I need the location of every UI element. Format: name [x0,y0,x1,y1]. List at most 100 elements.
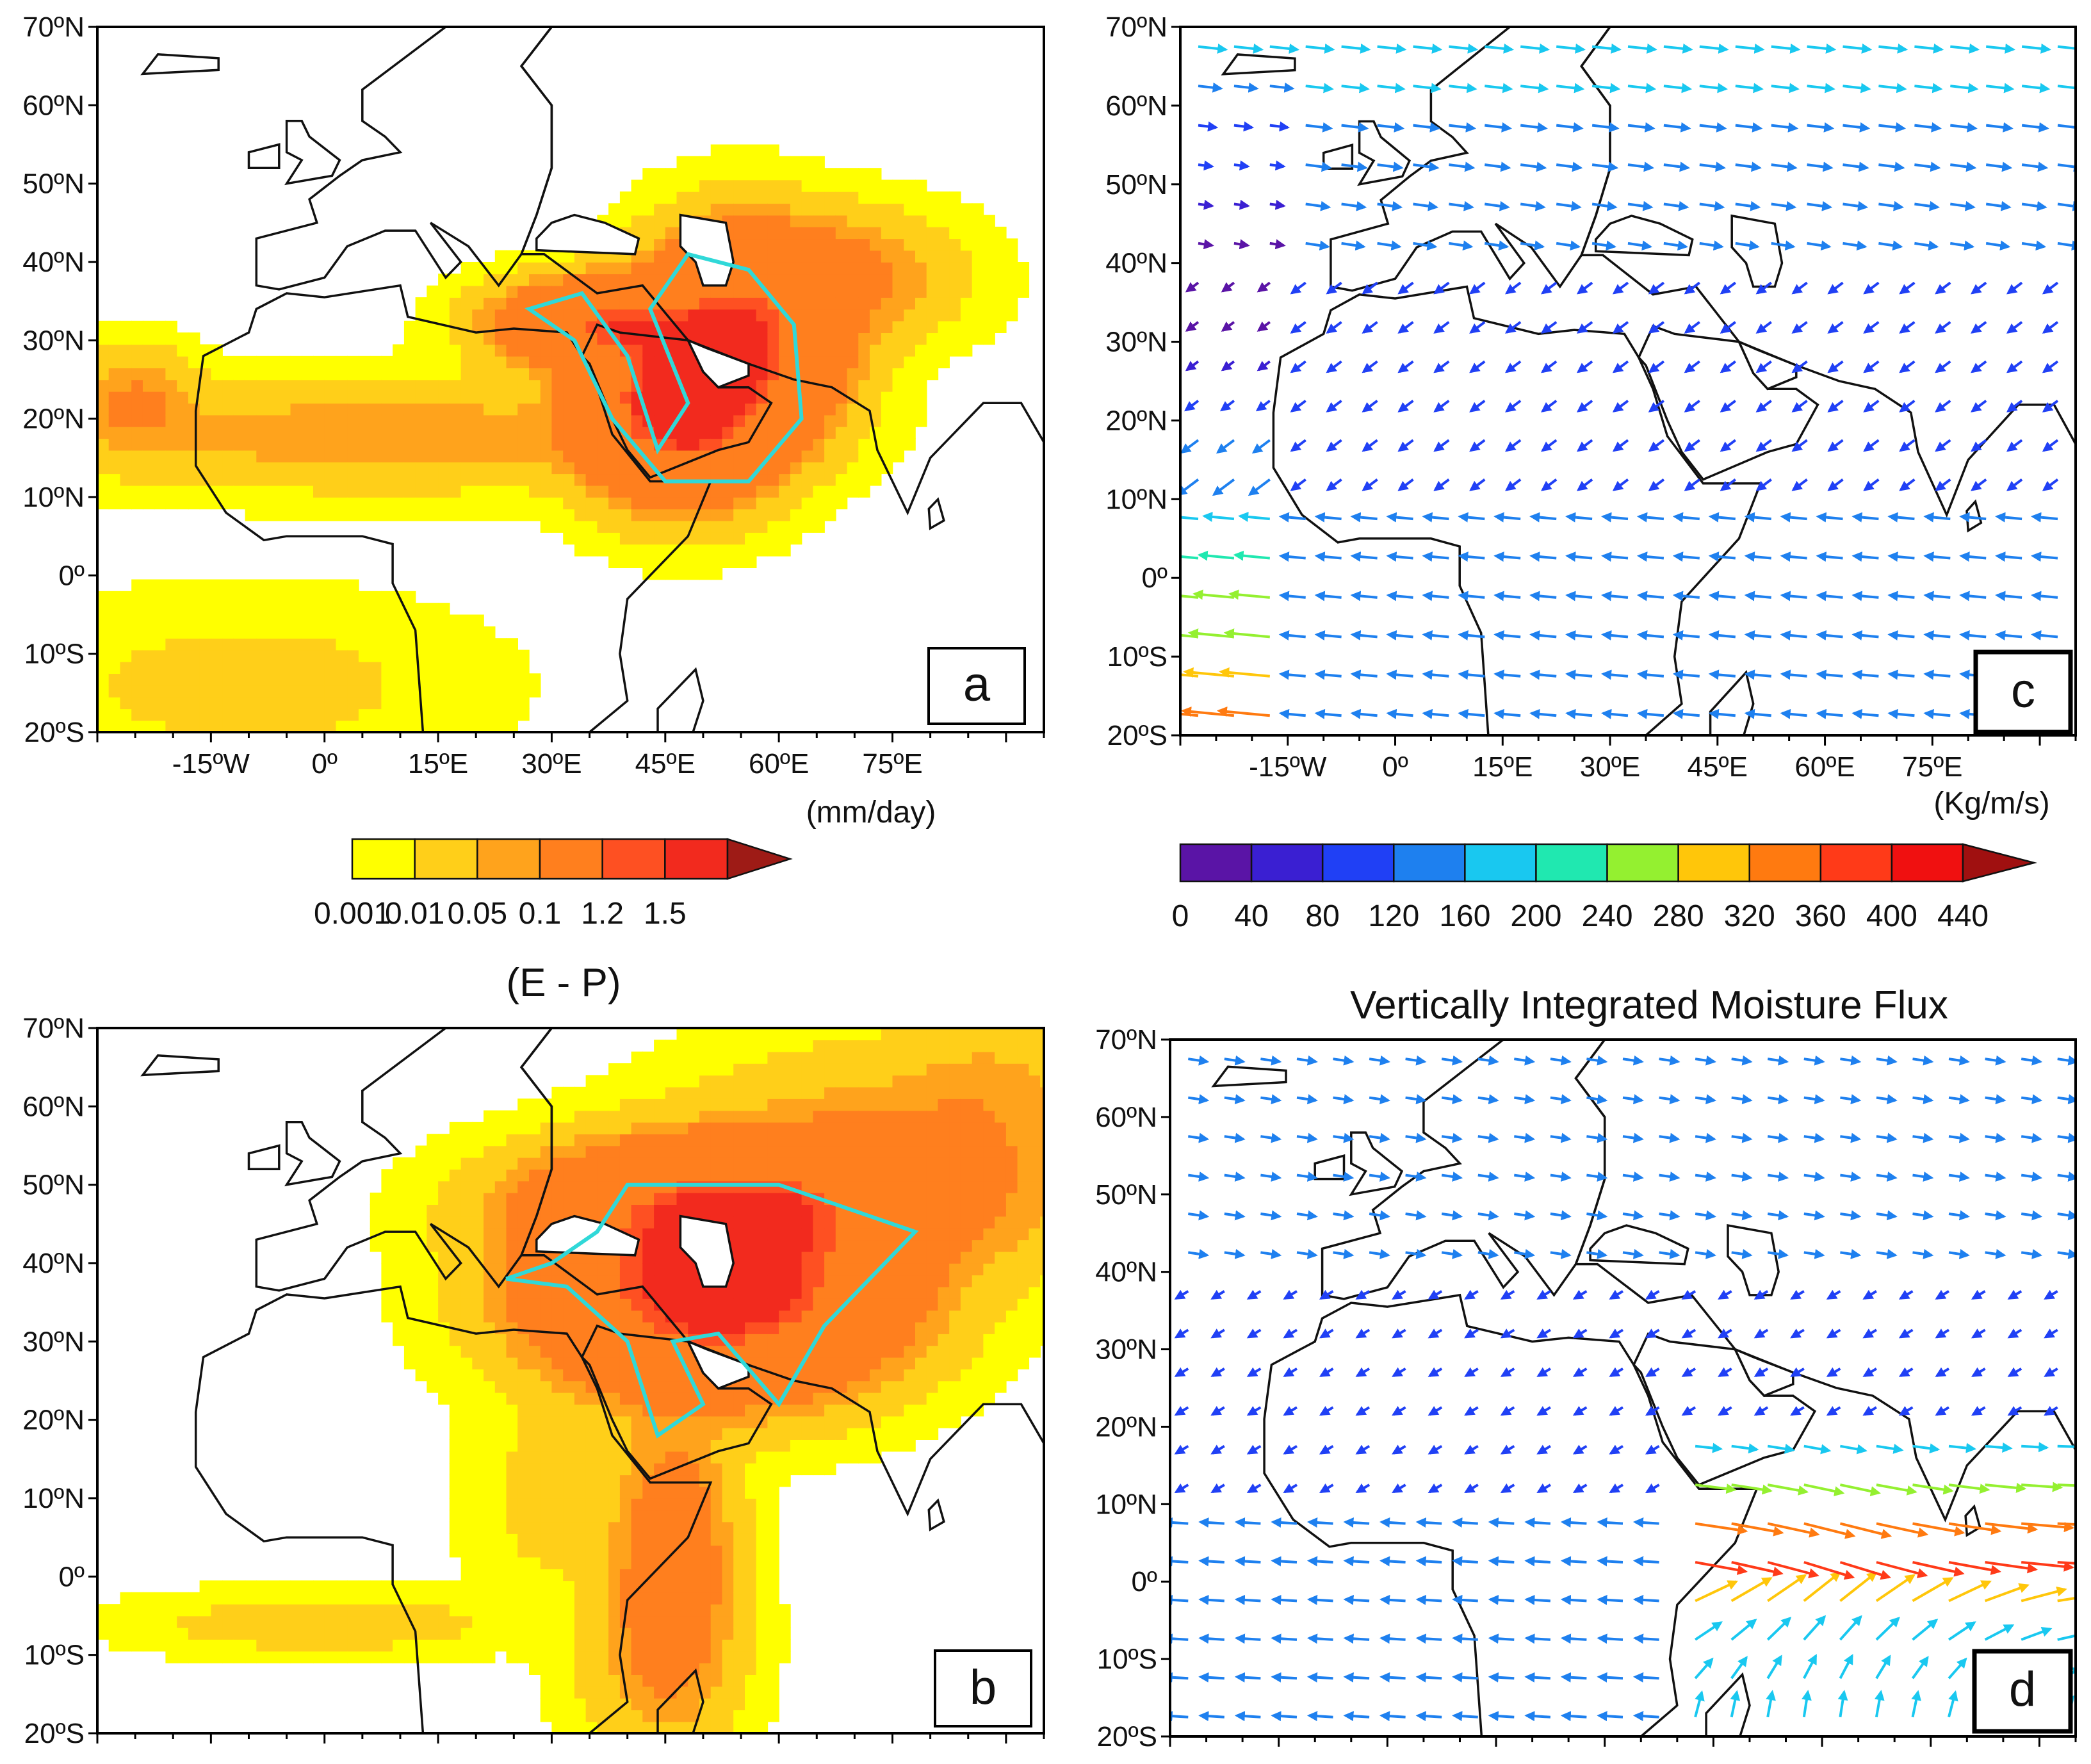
flux-vector [1541,281,1558,295]
colorbar-swatch [1606,843,1679,883]
flux-vector [1271,1672,1298,1683]
flux-vector [1319,1444,1334,1455]
flux-vector [1520,200,1546,211]
flux-vector [1609,1444,1624,1455]
flux-vector [1912,1619,1939,1641]
flux-vector [1985,1522,2038,1534]
flux-vector [1355,1444,1371,1455]
lat-tick-label: 0º [1131,1566,1157,1597]
coastline-iceland [1221,53,1296,76]
flux-vector [1319,1328,1334,1339]
flux-vector [1255,400,1271,412]
flux-vector [1188,1172,1210,1182]
flux-vector [1234,1556,1261,1567]
lon-tick-label: 0º [311,748,338,780]
flux-vector [1488,1556,1515,1567]
flux-vector [1422,551,1449,562]
flux-vector [1514,1132,1536,1143]
flux-vector [1755,360,1772,373]
colorbar-label: 440 [1937,899,1989,933]
lat-tick-label: 40ºN [22,247,85,278]
flux-vector [2006,439,2023,452]
flux-vector [1305,240,1330,251]
flux-vector [1296,1094,1318,1105]
flux-vector [1188,1094,1210,1105]
sea-caspian [679,213,735,287]
flux-vector [1840,1132,1862,1143]
flux-vector [1645,1406,1660,1416]
flux-vector [1233,160,1250,171]
flux-vector [1612,478,1629,491]
lat-tick-label: 40ºN [1105,248,1168,279]
flux-vector [1767,1248,1789,1259]
flux-vector [1771,161,1798,172]
flux-vector [1314,708,1342,719]
flux-vector [2006,281,2023,295]
flux-vector [1771,122,1799,133]
colorbar-label: 200 [1510,899,1561,933]
flux-vector [1233,82,1259,93]
flux-vector [1362,439,1378,452]
lat-tick-label: 10ºS [24,1640,85,1671]
flux-vector [1744,551,1771,562]
flux-vector [1708,551,1736,562]
flux-vector [1452,1556,1478,1567]
flux-vector [2057,1441,2076,1452]
coastline-asia [1579,27,2076,518]
flux-vector [1392,1483,1406,1494]
flux-vector [1343,1711,1370,1722]
panel-a-ticks: 70ºN 60ºN 50ºN 40ºN 30ºN 20ºN 10ºN 0º 10ºS 20ºS -1… [22,12,1045,780]
flux-vector [1377,122,1405,133]
flux-vector [1238,511,1270,522]
flux-vector [1536,1289,1551,1300]
flux-vector [1452,1672,1478,1683]
flux-vector [1493,630,1521,641]
flux-vector [1612,360,1629,373]
flux-vector [1306,1672,1333,1683]
flux-vector [1985,161,2013,172]
flux-vector [1269,239,1286,250]
flux-vector [1493,551,1521,562]
flux-vector [1413,122,1441,133]
flux-vector [1790,1289,1805,1300]
flux-vector [1397,400,1414,412]
flux-vector [1948,1561,2001,1575]
flux-vector [1912,1561,1965,1577]
colorbar-swatch [1891,843,1964,883]
flux-vector [1306,1517,1333,1528]
flux-vector [1529,708,1557,719]
flux-vector [1355,1367,1371,1377]
flux-vector [1959,512,1987,523]
flux-vector [1971,1367,1986,1377]
flux-vector [1386,708,1413,719]
flux-vector [1362,321,1378,334]
flux-vector [1612,321,1629,334]
flux-vector [1536,1367,1551,1377]
flux-vector [1816,591,1843,601]
flux-vector [1500,1367,1515,1377]
flux-vector [1422,591,1449,601]
flux-vector [1950,161,1977,172]
flux-vector [1648,400,1665,412]
flux-vector [1248,478,1271,496]
lat-tick-label: 10ºS [1107,641,1168,673]
flux-vector [1659,1248,1680,1259]
flux-vector [1343,1633,1370,1644]
flux-vector [1731,1561,1784,1577]
lat-tick-label: 20ºS [1097,1721,1157,1752]
flux-vector [1791,321,1808,334]
flux-vector [1912,1172,1934,1182]
flux-vector [1597,1672,1623,1683]
flux-vector [1948,1132,1970,1143]
flux-vector [1565,630,1593,641]
panel-b-frame [96,1027,1045,1735]
flux-vector [1405,1094,1427,1105]
flux-vector [1441,1210,1463,1221]
flux-vector [1948,1657,1967,1679]
flux-vector [1971,1328,1986,1339]
flux-vector [1985,83,2015,94]
flux-vector [1767,1132,1789,1143]
flux-vector [1659,1094,1680,1105]
panel-d-label: d [2009,1662,2036,1717]
